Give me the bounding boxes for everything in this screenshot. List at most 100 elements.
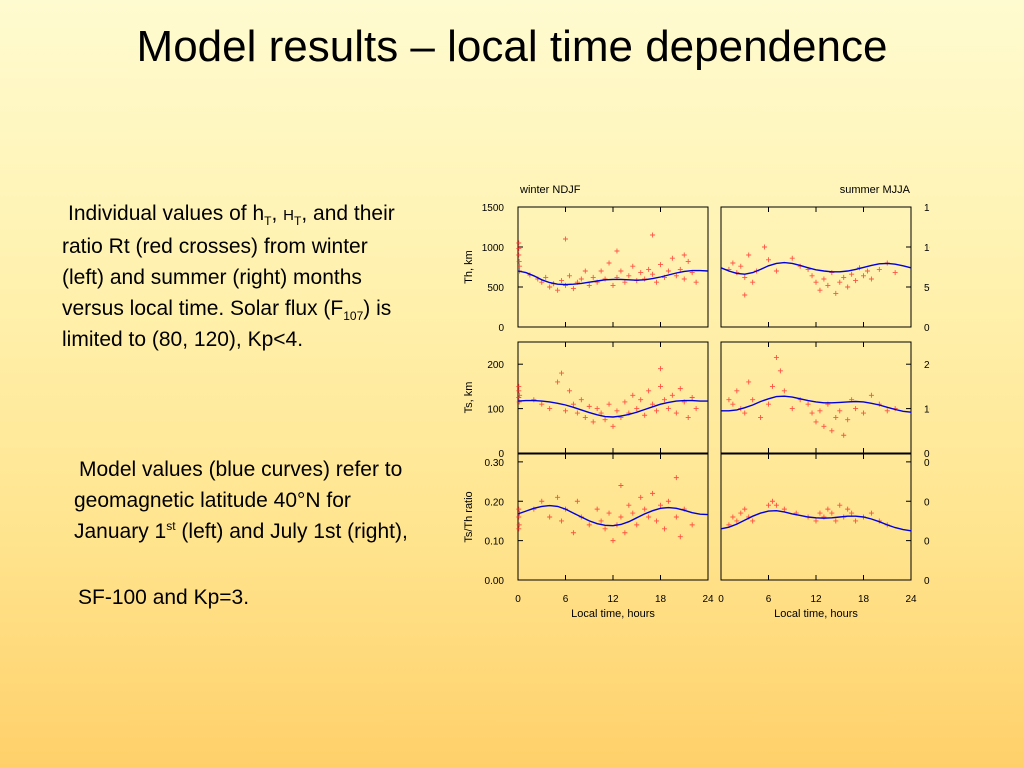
observation-cross xyxy=(821,276,827,282)
observation-cross xyxy=(570,530,576,536)
observation-cross xyxy=(646,514,652,520)
y-tick-label: 500 xyxy=(924,283,930,294)
observation-cross xyxy=(566,388,572,394)
observation-cross xyxy=(665,406,671,412)
observation-cross xyxy=(598,268,604,274)
observation-cross xyxy=(845,284,851,290)
observation-cross xyxy=(841,432,847,438)
x-tick-label: 18 xyxy=(858,594,870,605)
observation-cross xyxy=(642,506,648,512)
model-curve xyxy=(517,399,708,418)
text-run: ) is limited to (80, 120), Kp<4. xyxy=(62,297,392,351)
y-tick-label: 0 xyxy=(498,323,504,334)
panel-frame xyxy=(517,341,709,454)
observation-cross xyxy=(658,502,663,508)
observation-cross xyxy=(590,419,596,425)
observation-cross xyxy=(742,292,748,298)
observation-cross xyxy=(726,397,732,403)
y-axis-label: Th, km xyxy=(463,250,475,284)
observation-cross xyxy=(829,270,835,276)
observation-cross xyxy=(789,406,795,412)
observation-cross xyxy=(766,502,771,508)
observation-cross xyxy=(516,252,522,258)
y-tick-label: 1000 xyxy=(924,243,930,254)
observation-cross xyxy=(547,406,553,412)
observation-cross xyxy=(658,262,663,268)
observation-cross xyxy=(693,406,699,412)
observation-cross xyxy=(738,263,744,269)
observation-cross xyxy=(516,246,522,252)
observation-cross xyxy=(845,506,851,512)
x-tick-label: 12 xyxy=(607,594,619,605)
observation-cross xyxy=(661,526,667,532)
observation-cross xyxy=(864,268,870,274)
observation-cross xyxy=(650,271,656,277)
parameters-paragraph: SF-100 and Kp=3. xyxy=(78,586,250,609)
observation-cross xyxy=(602,417,608,423)
y-tick-label: 0.10 xyxy=(485,537,505,548)
observation-cross xyxy=(876,266,882,272)
observation-cross xyxy=(742,274,748,280)
observation-cross xyxy=(590,274,596,280)
text-run: and their ratio Rt (red crosses) from wi… xyxy=(62,202,395,320)
observation-cross xyxy=(773,355,779,361)
observation-cross xyxy=(669,255,675,261)
observation-cross xyxy=(853,518,859,524)
observation-cross xyxy=(543,274,549,280)
text-run: (left) and July 1st (right), xyxy=(175,520,408,543)
y-tick-label: 0.00 xyxy=(485,576,505,587)
y-tick-label: 1000 xyxy=(482,243,505,254)
observation-cross xyxy=(861,273,866,279)
observation-cross xyxy=(598,518,604,524)
text-run: , xyxy=(301,202,308,225)
y-tick-label: 1500 xyxy=(482,203,505,214)
observation-cross xyxy=(673,273,679,279)
y-tick-label: 0 xyxy=(924,323,930,334)
observation-cross xyxy=(829,428,835,434)
observation-cross xyxy=(614,408,620,414)
y-tick-label: 0 xyxy=(498,449,504,460)
observation-cross xyxy=(813,419,819,425)
x-tick-label: 24 xyxy=(702,594,714,605)
observation-cross xyxy=(738,510,744,516)
observation-cross xyxy=(574,410,580,416)
observation-cross xyxy=(681,252,687,258)
observation-cross xyxy=(582,268,588,274)
observation-cross xyxy=(566,273,572,279)
observation-cross xyxy=(516,399,522,405)
observation-cross xyxy=(742,506,748,512)
observation-cross xyxy=(559,518,565,524)
observation-cross xyxy=(563,236,568,242)
observation-cross xyxy=(673,475,679,481)
observation-cross xyxy=(861,410,866,416)
panel-frame xyxy=(720,206,912,328)
observation-cross xyxy=(813,518,819,524)
observation-cross xyxy=(516,506,522,512)
observation-cross xyxy=(730,514,736,520)
observation-cross xyxy=(630,510,636,516)
observation-cross xyxy=(892,270,898,276)
observation-cross xyxy=(570,401,576,407)
observation-cross xyxy=(555,287,561,293)
observation-cross xyxy=(547,514,553,520)
observation-cross xyxy=(665,268,671,274)
observation-cross xyxy=(634,406,640,412)
observation-cross xyxy=(685,414,691,420)
text-run: , xyxy=(271,202,284,225)
observation-cross xyxy=(773,268,779,274)
subscript: T xyxy=(294,214,302,229)
observation-cross xyxy=(646,388,652,394)
text-run: H xyxy=(283,207,294,224)
observation-cross xyxy=(570,286,576,292)
y-tick-label: 0.30 xyxy=(485,458,505,469)
observation-cross xyxy=(516,388,522,394)
y-tick-label: 0.20 xyxy=(924,497,930,508)
observation-cross xyxy=(746,379,752,385)
observation-cross xyxy=(598,410,604,416)
observation-cross xyxy=(813,279,819,285)
model-curve xyxy=(721,395,912,413)
model-curve xyxy=(720,261,912,275)
observation-cross xyxy=(602,526,608,532)
observation-cross xyxy=(837,279,843,285)
observation-cross xyxy=(746,252,752,258)
